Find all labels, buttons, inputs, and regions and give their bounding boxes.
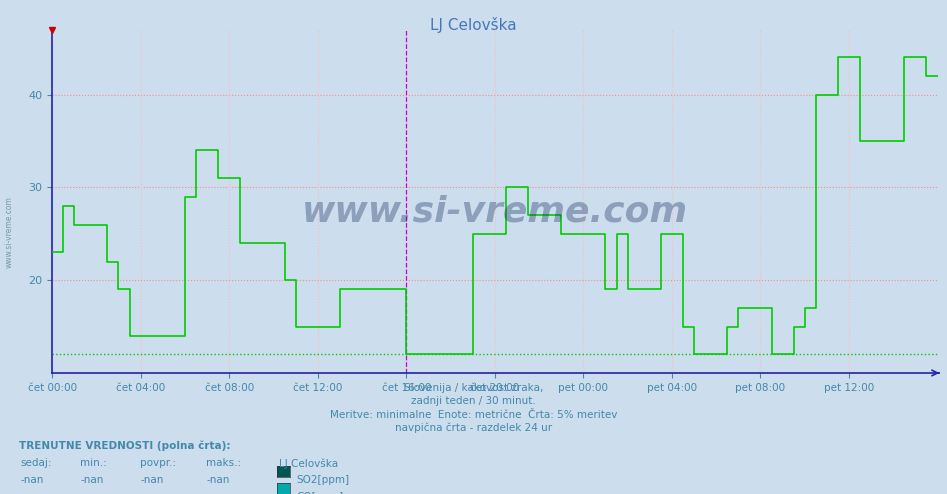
Text: povpr.:: povpr.: [140,458,176,468]
Text: www.si-vreme.com: www.si-vreme.com [302,195,688,229]
Text: Meritve: minimalne  Enote: metrične  Črta: 5% meritev: Meritve: minimalne Enote: metrične Črta:… [330,410,617,419]
Text: -nan: -nan [80,492,104,494]
Text: maks.:: maks.: [206,458,241,468]
Text: zadnji teden / 30 minut.: zadnji teden / 30 minut. [411,396,536,406]
Text: navpična črta - razdelek 24 ur: navpična črta - razdelek 24 ur [395,423,552,433]
Text: -nan: -nan [206,475,230,485]
Text: -nan: -nan [21,492,45,494]
Text: LJ Celovška: LJ Celovška [279,458,338,469]
Text: CO[ppm]: CO[ppm] [296,492,344,494]
Text: -nan: -nan [140,492,164,494]
Text: LJ Celovška: LJ Celovška [430,17,517,33]
Text: -nan: -nan [206,492,230,494]
Text: Slovenija / kakovost zraka,: Slovenija / kakovost zraka, [403,383,544,393]
Text: -nan: -nan [21,475,45,485]
Text: min.:: min.: [80,458,107,468]
Text: sedaj:: sedaj: [21,458,52,468]
Text: SO2[ppm]: SO2[ppm] [296,475,349,485]
Text: -nan: -nan [80,475,104,485]
Text: TRENUTNE VREDNOSTI (polna črta):: TRENUTNE VREDNOSTI (polna črta): [19,441,230,451]
Text: www.si-vreme.com: www.si-vreme.com [5,196,14,268]
Text: -nan: -nan [140,475,164,485]
